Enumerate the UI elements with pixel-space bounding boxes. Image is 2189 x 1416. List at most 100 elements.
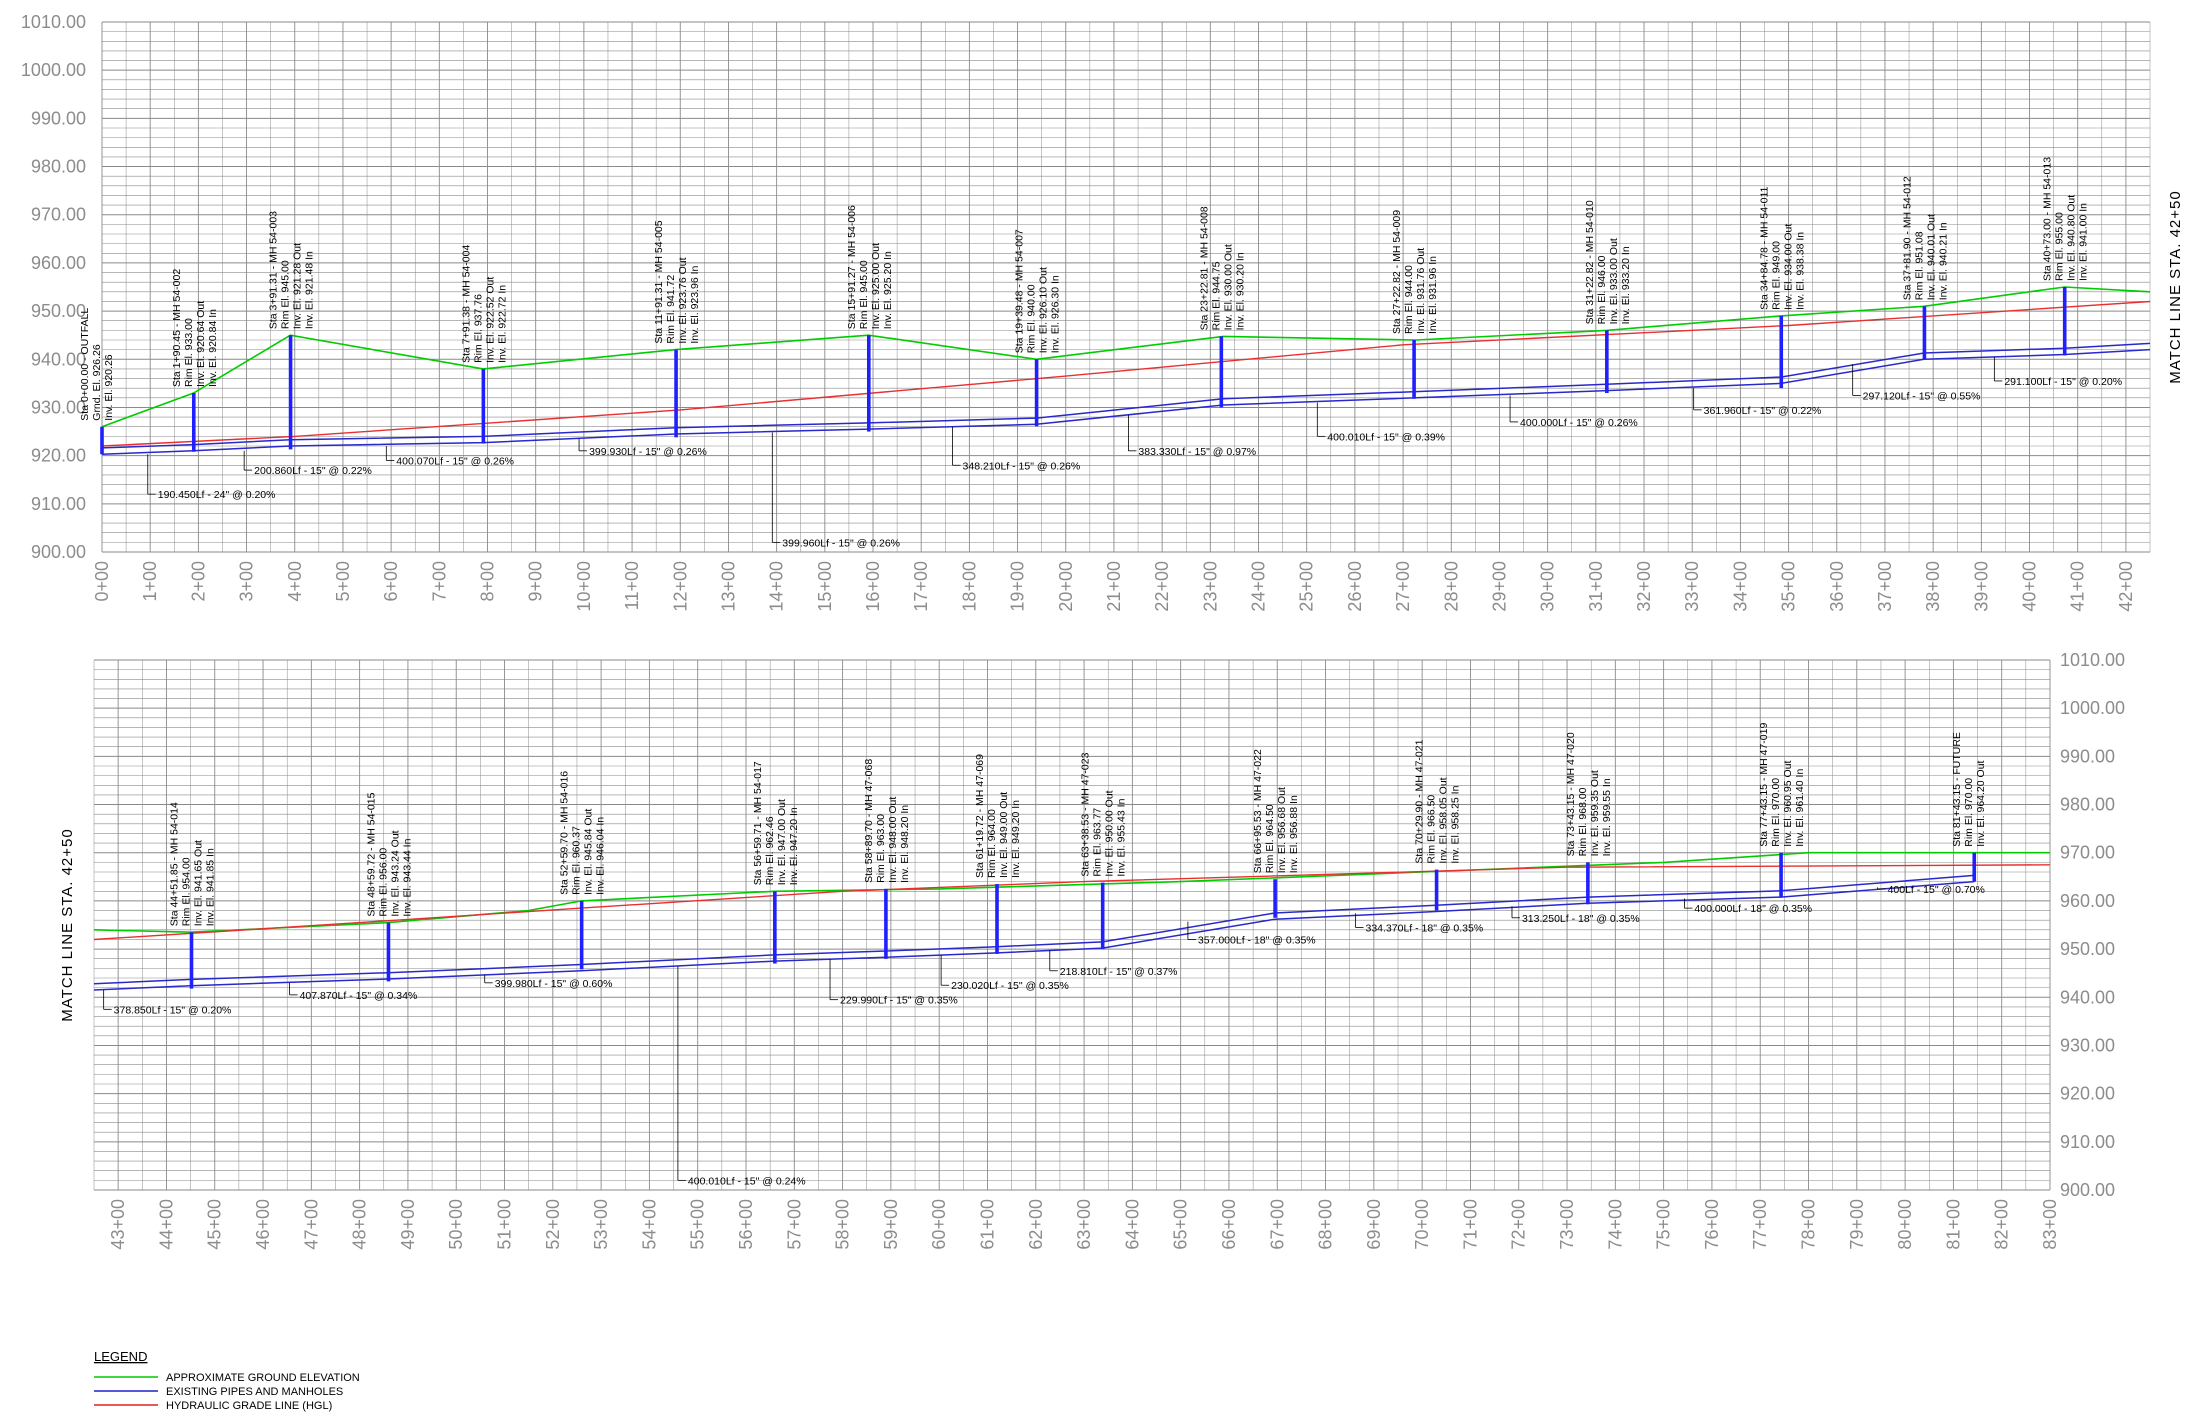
station-tick-label: 56+00 — [736, 1199, 756, 1250]
elevation-label: 980.00 — [31, 157, 86, 177]
elevation-label: 970.00 — [31, 205, 86, 225]
station-tick-label: 47+00 — [301, 1199, 321, 1250]
manhole — [773, 891, 777, 964]
profile-panel-bottom: 1010.00 1000.00 990.00 980.00 970.00 960.00 95… — [59, 650, 2125, 1250]
manhole-callout-text: Inv. El. 930.20 In — [1234, 252, 1246, 330]
manhole — [189, 932, 194, 989]
station-tick-label: 11+00 — [622, 561, 642, 610]
station-tick-label: 41+00 — [2068, 561, 2088, 612]
station-tick-label: 78+00 — [1799, 1199, 1819, 1250]
manhole-callout-text: Inv. El. 947.00 Out — [776, 799, 788, 885]
manhole-callout-text: Sta 15+91.27 - MH 54-006 — [846, 205, 858, 329]
station-tick-label: 4+00 — [285, 561, 305, 602]
manhole-callout-text: Sta 63+38.53 - MH 47-023 — [1080, 752, 1092, 876]
station-tick-label: 76+00 — [1702, 1199, 1722, 1250]
manhole-callout-text: Inv. El. 943.44 In — [401, 838, 413, 916]
station-tick-label: 30+00 — [1538, 561, 1558, 612]
station-tick-label: 59+00 — [881, 1199, 901, 1250]
station-tick-label: 18+00 — [959, 561, 979, 612]
pipe-segment-label: 190.450Lf - 24" @ 0.20% — [158, 489, 276, 501]
station-tick-label: 58+00 — [833, 1199, 853, 1250]
station-tick-label: 8+00 — [478, 561, 498, 602]
elevation-label: 900.00 — [31, 542, 86, 562]
manhole-callout-text: Sta 34+84.78 - MH 54-011 — [1758, 186, 1770, 309]
elevation-label: 920.00 — [2060, 1084, 2115, 1104]
manhole-callout-text: Inv. El. 946.04 In — [595, 817, 607, 895]
station-tick-label: 55+00 — [688, 1199, 708, 1250]
pipe-segment-label: 218.810Lf - 15" @ 0.37% — [1060, 966, 1178, 978]
station-tick-label: 77+00 — [1750, 1199, 1770, 1250]
manhole — [2062, 287, 2067, 356]
manhole-callout-text: Inv. El. 921.28 Out — [292, 243, 304, 329]
manhole-callout-text: Rim El. 944.00 — [1403, 265, 1415, 334]
manhole-callout-text: Rim El. 966.50 — [1426, 795, 1438, 864]
manhole-callout-text: Inv. El. 948.20 In — [899, 805, 911, 883]
station-tick-label: 70+00 — [1412, 1199, 1432, 1250]
pipe-segment-label: 400.000Lf - 15" @ 0.26% — [1520, 417, 1638, 429]
manhole-callout-text: Inv. El. 943.24 Out — [389, 830, 401, 916]
pipe-crown-line — [101, 342, 2151, 449]
station-tick-label: 21+00 — [1104, 561, 1124, 612]
manhole-callout-text: Sta 52+59.70 - MH 54-016 — [559, 771, 571, 895]
manhole-callout-text: Inv. El. 938.38 In — [1794, 232, 1806, 310]
manhole-callout-text: Inv. El. 925.00 Out — [870, 243, 882, 329]
manhole-callout-text: Inv. El. 941.65 Out — [192, 840, 204, 926]
elevation-label: 910.00 — [2060, 1132, 2115, 1152]
manhole — [674, 349, 678, 438]
manhole-callout-text: Inv. El. 923.96 In — [689, 265, 701, 343]
station-tick-label: 71+00 — [1460, 1199, 1480, 1250]
station-tick-label: 72+00 — [1509, 1199, 1529, 1250]
pipe-segment-label: 400Lf - 15" @ 0.70% — [1888, 884, 1985, 896]
legend: LEGEND APPROXIMATE GROUND ELEVATION EXIS… — [94, 1349, 360, 1412]
station-tick-label: 60+00 — [929, 1199, 949, 1250]
manhole-callout-text: Sta 37+81.90 - MH 54-012 — [1901, 176, 1913, 300]
station-tick-label: 12+00 — [670, 561, 690, 612]
station-tick-label: 27+00 — [1393, 561, 1413, 612]
manhole-callout-text: Rim El. 955.00 — [2054, 212, 2066, 281]
station-tick-label: 74+00 — [1605, 1199, 1625, 1250]
manhole-callout-text: Rim El. 940.00 — [1026, 284, 1038, 353]
station-tick-label: 20+00 — [1056, 561, 1076, 612]
manhole-callout-text: Sta 70+29.90 - MH 47-021 — [1414, 739, 1426, 863]
manhole — [1100, 882, 1105, 950]
manhole-callout-text: Rim El. 951.08 — [1913, 231, 1925, 300]
manhole-callout-text: Rim El. 960.37 — [571, 826, 583, 895]
manhole-callout-text: Sta 61+19.72 - MH 47-069 — [974, 754, 986, 878]
manhole-callout-text: Sta 23+22.81 - MH 54-008 — [1198, 206, 1210, 330]
manhole-callout-text: Inv. El. 934.00 Out — [1782, 224, 1794, 310]
manhole-callout-text: Rim El. 962.46 — [764, 816, 776, 885]
manhole-callout-text: Rim El. 946.00 — [1596, 255, 1608, 324]
manhole-callout-text: Sta 58+89.70 - MH 47-068 — [863, 759, 875, 883]
station-tick-label: 32+00 — [1634, 561, 1654, 612]
manhole-callout-text: Inv. El. 940.80 Out — [2066, 195, 2078, 281]
station-tick-label: 23+00 — [1200, 561, 1220, 612]
station-tick-label: 10+00 — [574, 561, 594, 612]
manhole-callout-text: Rim El. 949.00 — [1770, 241, 1782, 310]
elevation-label: 970.00 — [2060, 843, 2115, 863]
station-tick-label: 24+00 — [1249, 561, 1269, 612]
elevation-label: 950.00 — [31, 301, 86, 321]
legend-pipes-label: EXISTING PIPES AND MANHOLES — [166, 1386, 343, 1398]
manhole-callout-text: Inv. El. 930.00 Out — [1222, 244, 1234, 330]
manhole-callout-text: Sta 77+43.15 - MH 47-019 — [1758, 723, 1770, 847]
station-tick-label: 45+00 — [205, 1199, 225, 1250]
station-tick-label: 17+00 — [911, 561, 931, 612]
pipe-segment-label: 291.100Lf - 15" @ 0.20% — [2004, 376, 2122, 388]
elevation-label: 930.00 — [2060, 1035, 2115, 1055]
manhole-callout-text: Inv. El. 949.20 In — [1010, 800, 1022, 878]
manhole-callout-text: Sta 0+00.00 - OUTFALL — [79, 308, 91, 421]
station-tick-label: 46+00 — [253, 1199, 273, 1250]
elevation-label: 1000.00 — [21, 60, 86, 80]
station-tick-label: 6+00 — [381, 561, 401, 602]
manhole-callout-text: Rim El. 945.00 — [858, 260, 870, 329]
station-tick-label: 19+00 — [1008, 561, 1028, 612]
manhole-callout-text: Rim El. 944.75 — [1210, 261, 1222, 330]
manhole-callout-text: Inv. El. 958.25 In — [1450, 785, 1462, 863]
manhole-callout-text: Inv. El. 961.40 In — [1794, 769, 1806, 847]
station-tick-label: 49+00 — [398, 1199, 418, 1250]
pipe-segment-label: 399.980Lf - 15" @ 0.60% — [495, 978, 613, 990]
manhole — [481, 368, 486, 444]
station-tick-label: 38+00 — [1923, 561, 1943, 612]
pipe-segment-label: 407.870Lf - 15" @ 0.34% — [300, 990, 418, 1002]
